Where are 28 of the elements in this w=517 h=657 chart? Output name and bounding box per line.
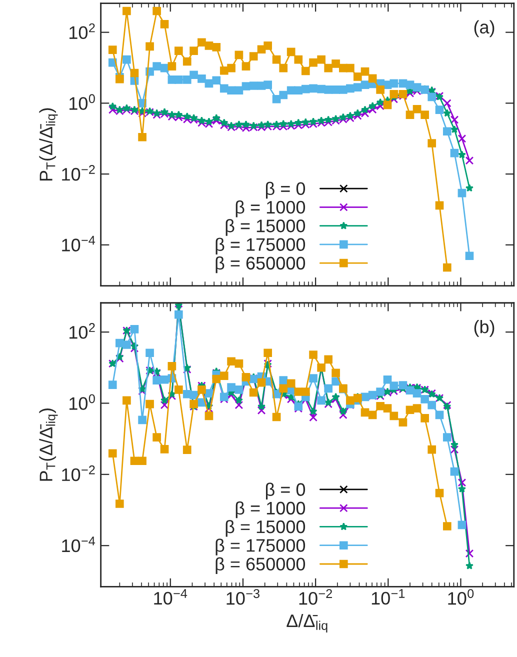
x-axis-title: Δ/Δ̄$_{liq}$ (286, 614, 328, 633)
legend-label: β = 1000 (236, 200, 306, 218)
annotation: (b) (474, 320, 494, 337)
y-tick-label: 10$^{−2}$ (62, 165, 95, 181)
legend-label: β = 175000 (216, 238, 306, 255)
x-tick-label: 10$^{0}$ (448, 589, 474, 605)
legend-label: β = 0 (266, 182, 306, 199)
legend-label: β = 15000 (226, 219, 306, 236)
annotation: (a) (474, 20, 494, 38)
y-tick-label: 10$^{0}$ (70, 94, 95, 110)
y-axis-title: P$_{T}$(Δ/Δ̄$_{liq}$) (39, 108, 58, 181)
y-tick-label: 10$^{2}$ (70, 323, 95, 339)
y-tick-label: 10$^{2}$ (70, 23, 95, 40)
y-tick-label: 10$^{−4}$ (62, 236, 96, 252)
legend-label: β = 175000 (216, 538, 306, 556)
y-axis-title: P$_{T}$(Δ/Δ̄$_{liq}$) (39, 408, 58, 481)
x-tick-label: 10$^{−3}$ (226, 589, 260, 605)
y-tick-label: 10$^{−4}$ (62, 536, 96, 552)
x-tick-label: 10$^{−1}$ (372, 589, 405, 605)
legend-label: β = 15000 (226, 520, 306, 537)
legend-label: β = 0 (266, 482, 306, 500)
legend-label: β = 1000 (236, 501, 306, 518)
x-tick-label: 10$^{−4}$ (154, 589, 188, 605)
legend-label: β = 650000 (216, 256, 306, 274)
y-tick-label: 10$^{−2}$ (62, 465, 95, 482)
y-tick-label: 10$^{0}$ (70, 394, 95, 410)
x-tick-label: 10$^{−2}$ (299, 589, 332, 605)
legend-label: β = 650000 (216, 557, 306, 574)
